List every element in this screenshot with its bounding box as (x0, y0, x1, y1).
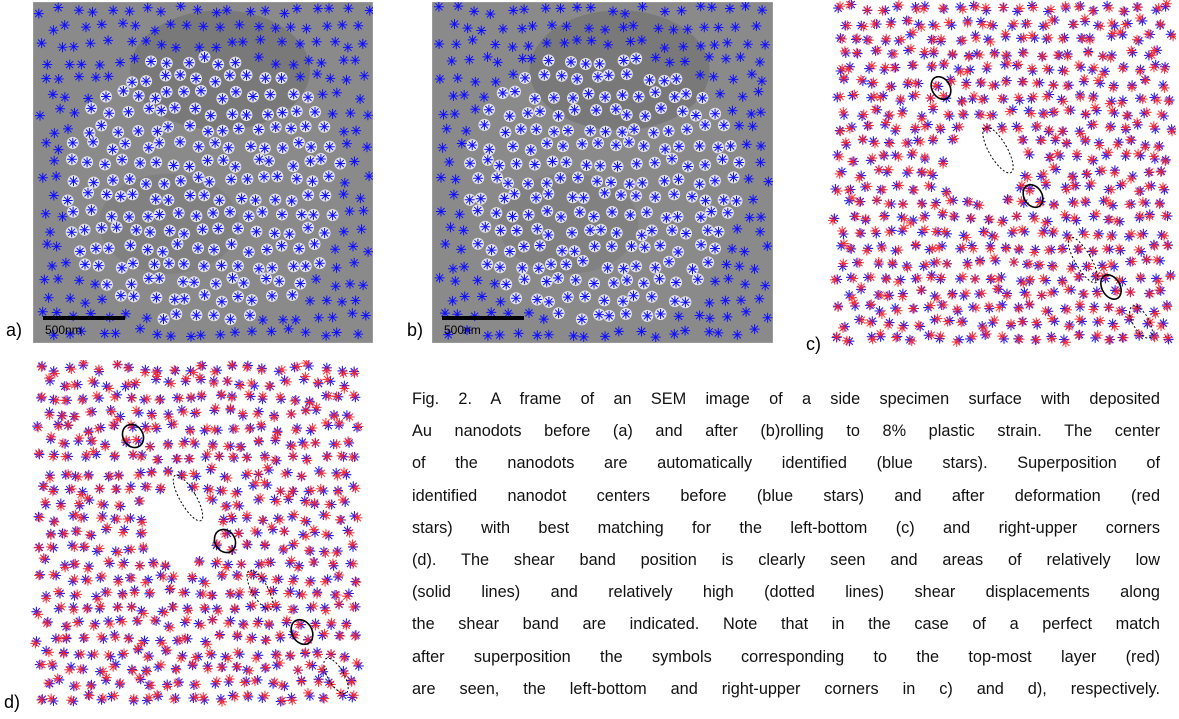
figure-page: 500nm 500nm a) b) c) d) Fig. 2. A frame … (0, 0, 1179, 719)
high-shear-outline (168, 471, 208, 524)
red-stars (828, 0, 1176, 347)
scale-bar-label: 500nm (444, 323, 481, 337)
panel-label: a) (6, 320, 22, 341)
scale-bar-label: 500nm (45, 323, 82, 337)
overlay-c (828, 0, 1176, 354)
overlay-d (30, 360, 366, 716)
dark-region (498, 174, 638, 274)
high-shear-outline (319, 655, 353, 698)
caption-line: identified nanodot centers before (blue … (412, 487, 1160, 505)
caption-line: (d). The shear band position is clearly … (412, 551, 1160, 569)
scale-bar (442, 316, 524, 320)
caption-line: are seen, the left-bottom and right-uppe… (412, 680, 1160, 698)
caption-line: of the nanodots are automatically identi… (412, 454, 1160, 472)
sem-image-b (432, 2, 773, 343)
caption-line: stars) with best matching for the left-b… (412, 519, 1160, 537)
caption-line: after superposition the symbols correspo… (412, 648, 1160, 666)
panel-label: c) (806, 334, 821, 355)
caption-line: Fig. 2. A frame of an SEM image of a sid… (412, 390, 1160, 408)
caption-line: Au nanodots before (a) and after (b)roll… (412, 422, 1160, 440)
scale-bar (43, 316, 125, 320)
sem-image-a (33, 2, 373, 343)
caption-line: the shear band are indicated. Note that … (412, 615, 1160, 633)
panel-label: d) (4, 692, 20, 713)
panel-label: b) (407, 320, 423, 341)
caption-line: (solid lines) and relatively high (dotte… (412, 583, 1160, 601)
